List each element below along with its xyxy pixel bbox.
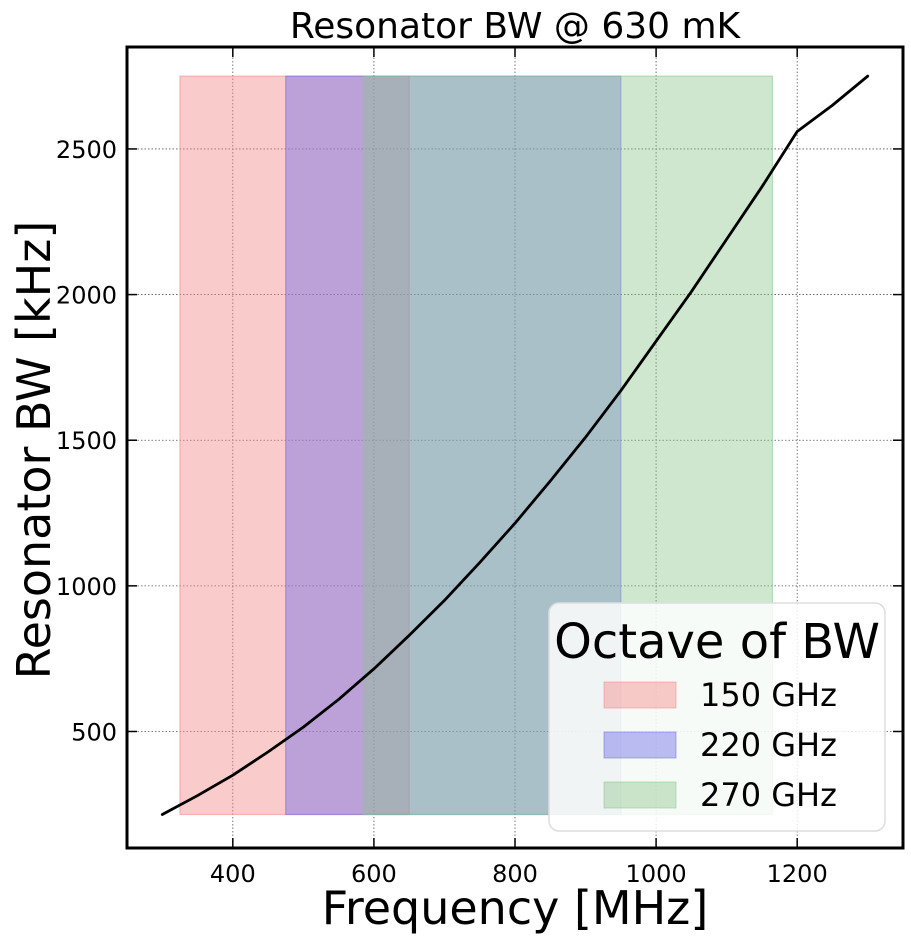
y-tick-label-0: 500 [71, 718, 117, 746]
x-tick-label-0: 400 [210, 860, 256, 888]
legend-label-270: 270 GHz [700, 776, 837, 814]
x-tick-label-4: 1200 [767, 860, 828, 888]
band-150-ghz [179, 75, 410, 816]
y-axis-label: Resonator BW [kHz] [7, 221, 61, 680]
y-tick-label-2: 1500 [56, 427, 117, 455]
legend-swatch-150 [603, 681, 677, 709]
legend-label-220: 220 GHz [700, 726, 837, 764]
x-tick-label-1: 600 [351, 860, 397, 888]
y-tick-label-3: 2000 [56, 282, 117, 310]
y-tick-label-4: 2500 [56, 136, 117, 164]
y-tick-label-1: 1000 [56, 573, 117, 601]
legend-label-150: 150 GHz [700, 676, 837, 714]
legend-swatch-220 [603, 731, 677, 759]
x-tick-label-3: 1000 [626, 860, 687, 888]
legend-title: Octave of BW [554, 614, 880, 670]
legend-swatch-270 [603, 781, 677, 809]
plot-frame [125, 45, 905, 850]
x-axis-label: Frequency [MHz] [322, 881, 709, 935]
chart-title: Resonator BW @ 630 mK [290, 6, 742, 47]
series-line-0 [160, 74, 870, 816]
x-tick-label-2: 800 [492, 860, 538, 888]
legend: Octave of BW 150 GHz 220 GHz 270 GHz [548, 602, 886, 832]
legend-box [548, 602, 886, 832]
